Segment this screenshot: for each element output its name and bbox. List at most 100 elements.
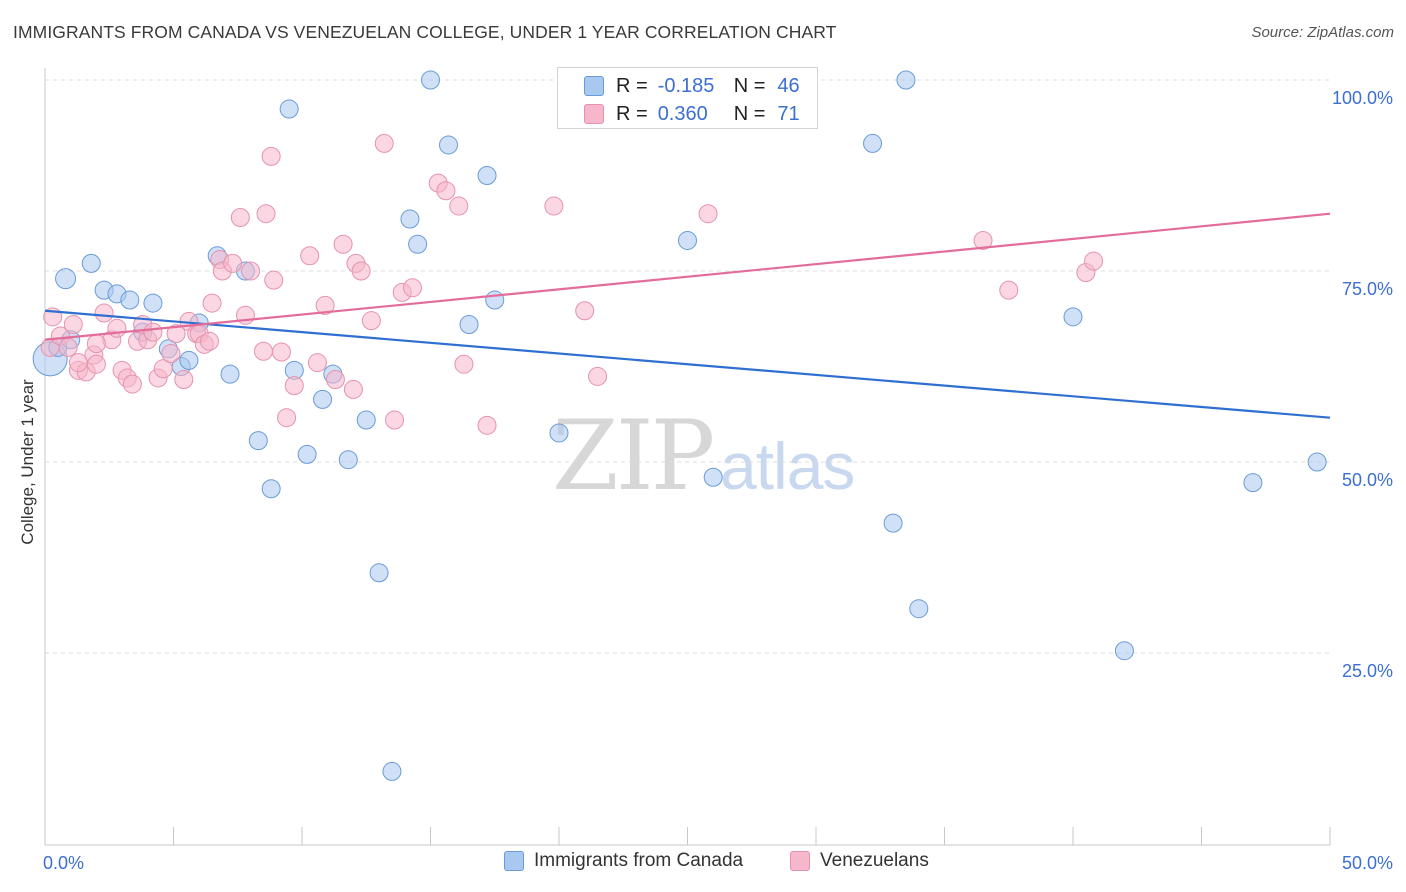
data-point-venezuelans [351, 261, 371, 281]
data-point-venezuelans [202, 293, 222, 313]
data-point-venezuelans [315, 295, 335, 315]
data-point-canada [438, 135, 458, 155]
y-tick-label: 100.0% [1332, 88, 1393, 108]
data-point-canada [421, 70, 440, 90]
data-point-canada [863, 133, 883, 153]
data-point-venezuelans [256, 204, 276, 224]
data-point-canada [408, 234, 428, 254]
legend-row-venezuelans: R = 0.360 N = 71 [584, 100, 800, 128]
data-point-venezuelans [575, 301, 595, 321]
data-point-venezuelans [230, 208, 250, 228]
data-point-venezuelans [544, 196, 564, 216]
data-point-venezuelans [284, 376, 304, 396]
data-point-venezuelans [300, 246, 320, 266]
data-point-venezuelans [325, 369, 345, 389]
data-point-venezuelans [161, 344, 181, 364]
series-legend: Immigrants from Canada Venezuelans [0, 850, 1406, 878]
data-point-canada [549, 423, 569, 443]
data-point-venezuelans [86, 334, 106, 354]
data-point-venezuelans [588, 366, 608, 386]
data-point-canada [313, 389, 333, 409]
data-point-venezuelans [477, 415, 497, 435]
data-point-venezuelans [973, 230, 993, 250]
data-point-canada [1307, 452, 1327, 472]
data-point-canada [279, 99, 299, 119]
watermark-zip: ZIP [552, 400, 715, 512]
legend-n-value-canada: 46 [777, 74, 800, 97]
data-point-canada [909, 599, 929, 619]
data-point-canada [261, 479, 281, 499]
data-point-canada [477, 166, 497, 185]
data-point-venezuelans [174, 369, 194, 389]
chart-title: IMMIGRANTS FROM CANADA VS VENEZUELAN COL… [13, 22, 837, 42]
data-point-canada [1114, 641, 1134, 661]
x-tick-label: 0.0% [43, 853, 84, 873]
data-point-canada [459, 314, 479, 334]
data-point-canada [1063, 307, 1083, 327]
series-legend-item-venezuelans[interactable]: Venezuelans [790, 850, 929, 872]
series-legend-item-canada[interactable]: Immigrants from Canada [504, 850, 743, 872]
data-point-venezuelans [264, 270, 284, 290]
data-point-venezuelans [122, 374, 142, 394]
legend-n-value-venezuelans: 71 [777, 102, 800, 125]
data-point-venezuelans [454, 354, 474, 374]
trend-line-venezuelans [44, 212, 1331, 341]
data-point-venezuelans [166, 324, 186, 344]
data-point-canada [248, 431, 268, 451]
trend-line-canada [44, 309, 1331, 419]
data-point-canada [883, 513, 903, 533]
y-tick-label: 75.0% [1342, 279, 1393, 299]
data-point-venezuelans [199, 331, 219, 351]
data-point-venezuelans [58, 337, 78, 357]
data-point-venezuelans [261, 146, 281, 166]
y-tick-label: 50.0% [1342, 470, 1393, 490]
data-point-venezuelans [1084, 251, 1104, 271]
source-label: Source: ZipAtlas.com [1251, 24, 1394, 41]
data-point-venezuelans [143, 322, 163, 342]
data-point-venezuelans [333, 234, 353, 254]
stats-legend: R = -0.185 N = 46 R = 0.360 N = 71 [557, 67, 818, 129]
data-point-canada [382, 761, 402, 781]
data-point-venezuelans [361, 311, 381, 331]
data-point-canada [400, 209, 420, 229]
data-point-venezuelans [271, 342, 291, 362]
data-point-venezuelans [436, 181, 456, 201]
series-label-canada: Immigrants from Canada [534, 850, 744, 871]
data-point-venezuelans [307, 353, 327, 373]
data-point-canada [1243, 473, 1263, 493]
legend-swatch-venezuelans [584, 104, 604, 124]
y-axis-label: College, Under 1 year [18, 379, 37, 545]
legend-swatch-canada [584, 76, 604, 96]
data-point-canada [356, 410, 376, 430]
x-tick-label: 50.0% [1342, 853, 1393, 873]
data-point-venezuelans [698, 204, 718, 224]
data-point-canada [703, 467, 723, 487]
data-point-canada [55, 268, 77, 290]
legend-n-label: N = [733, 74, 766, 97]
data-point-venezuelans [374, 133, 394, 153]
data-point-canada [369, 563, 389, 583]
data-point-canada [120, 290, 140, 310]
data-point-venezuelans [277, 408, 297, 428]
data-point-venezuelans [94, 303, 114, 323]
data-point-canada [678, 230, 697, 250]
data-point-venezuelans [86, 354, 106, 374]
data-point-canada [896, 70, 916, 90]
data-point-canada [485, 290, 505, 310]
data-point-venezuelans [153, 359, 173, 379]
data-point-canada [297, 444, 317, 464]
data-point-venezuelans [403, 278, 423, 298]
data-point-venezuelans [63, 314, 83, 334]
data-point-canada [220, 364, 240, 384]
data-point-canada [81, 253, 101, 273]
data-point-canada [179, 350, 199, 370]
data-point-venezuelans [253, 341, 273, 361]
legend-r-label: R = [616, 74, 648, 97]
legend-r-value-canada: -0.185 [657, 74, 715, 97]
data-point-venezuelans [68, 353, 88, 373]
legend-row-canada: R = -0.185 N = 46 [584, 72, 800, 100]
legend-r-value-venezuelans: 0.360 [657, 102, 708, 125]
data-point-venezuelans [107, 318, 127, 338]
data-point-venezuelans [385, 410, 405, 430]
